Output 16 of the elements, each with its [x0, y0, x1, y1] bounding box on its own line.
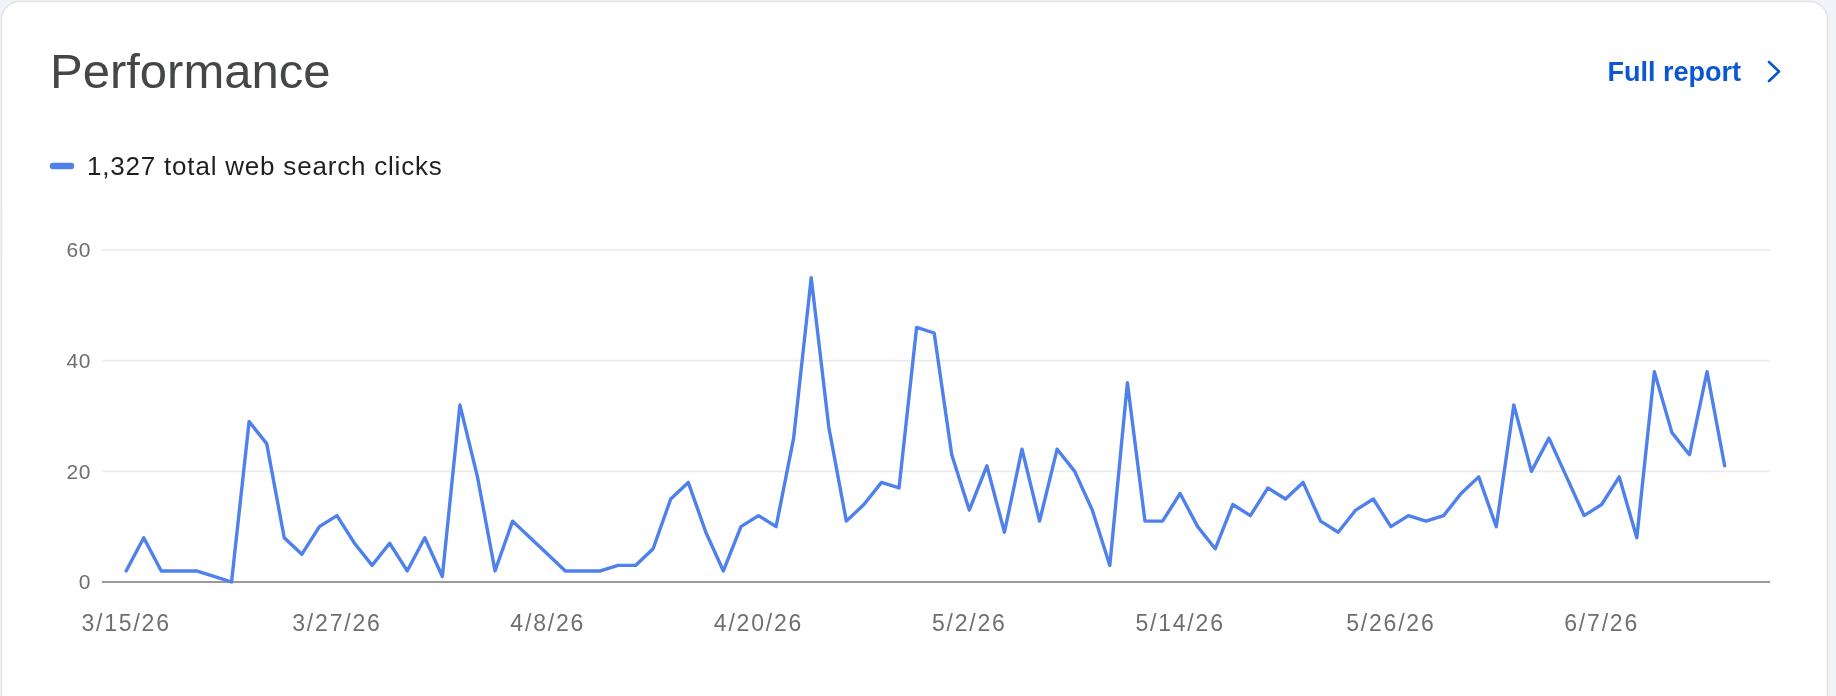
- chart-title: Performance: [50, 44, 331, 98]
- x-tick-label: 5/26/26: [1346, 610, 1436, 636]
- y-tick-label: 0: [78, 570, 91, 594]
- y-tick-label: 20: [66, 459, 91, 483]
- y-tick-label: 60: [66, 238, 91, 262]
- y-tick-label: 40: [66, 349, 91, 373]
- x-tick-label: 3/27/26: [292, 610, 382, 636]
- x-tick-label: 4/8/26: [510, 610, 586, 636]
- legend-label: 1,327 total web search clicks: [87, 151, 443, 181]
- x-tick-label: 4/20/26: [713, 610, 804, 636]
- x-tick-label: 3/15/26: [81, 610, 171, 636]
- line-series: [124, 275, 1727, 584]
- text: Full report: [1607, 57, 1742, 87]
- x-tick-label: 5/14/26: [1135, 610, 1225, 636]
- x-tick-label: 6/7/26: [1564, 610, 1640, 636]
- x-tick-label: 5/2/26: [931, 610, 1007, 636]
